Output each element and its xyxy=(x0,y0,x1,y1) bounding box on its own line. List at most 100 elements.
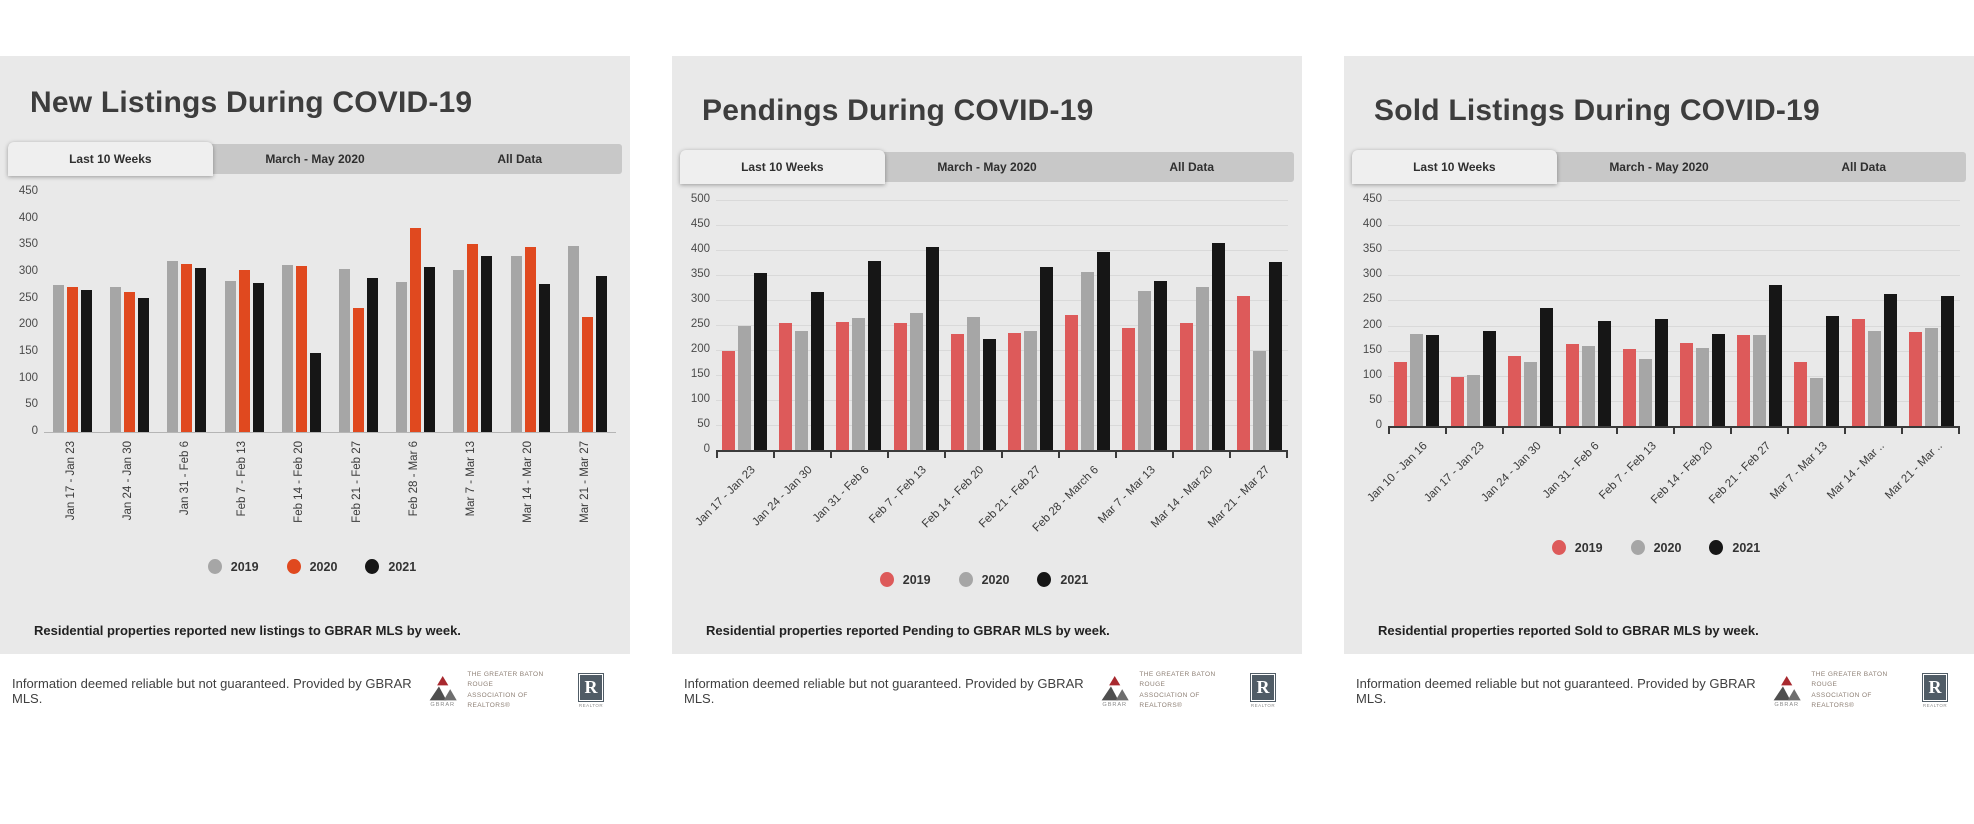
tab-all-data[interactable]: All Data xyxy=(1841,160,1887,174)
bar-2020 xyxy=(181,264,193,432)
bar-2020 xyxy=(1924,328,1938,426)
x-axis-label-cell: Mar 7 - Mar 13 xyxy=(1768,428,1845,524)
bar-group xyxy=(510,246,550,432)
gridline xyxy=(1388,250,1960,252)
bar-2019 xyxy=(567,245,579,432)
bar-chart-pendings: 0 50 100 150 200 250 300 350 400 450 500 Jan 17 - J… xyxy=(680,193,1288,587)
tab-march-may-2020[interactable]: March - May 2020 xyxy=(265,152,365,166)
bar-groups xyxy=(716,200,1288,450)
tab-all-data[interactable]: All Data xyxy=(1169,160,1215,174)
bar-2020 xyxy=(852,317,866,450)
tab-last-10-weeks[interactable]: Last 10 Weeks xyxy=(1352,150,1557,184)
tab-last-10-weeks[interactable]: Last 10 Weeks xyxy=(680,150,885,184)
x-axis-labels: Jan 17 - Jan 23 Jan 24 - Jan 30 Jan 31 - F… xyxy=(44,433,616,543)
bar-2021 xyxy=(367,277,379,432)
y-axis-tick-label: 350 xyxy=(18,238,38,251)
x-axis-label-cell: Jan 24 - Jan 30 xyxy=(1480,428,1559,524)
bar-2020 xyxy=(1810,377,1824,426)
bar-2020 xyxy=(1753,335,1767,426)
gridline xyxy=(1388,375,1960,377)
bar-2021 xyxy=(1540,307,1554,426)
gridline xyxy=(716,375,1288,376)
panel-new-listings: New Listings During COVID-19 Last 10 Wee… xyxy=(0,56,630,654)
bar-2020 xyxy=(1638,358,1652,426)
realtor-logo: R REALTOR xyxy=(1922,673,1948,708)
legend-dot-2021 xyxy=(365,559,380,574)
association-name: The Greater Baton Rouge Association of R… xyxy=(1811,671,1888,710)
bar-2021 xyxy=(81,289,93,432)
bar-2020 xyxy=(124,292,136,432)
bar-2021 xyxy=(1097,251,1111,450)
y-axis-tick-label: 250 xyxy=(1362,293,1382,306)
x-axis-ticks xyxy=(1388,428,1960,434)
bar-group xyxy=(836,260,882,450)
bar-2019 xyxy=(836,322,850,450)
bar-2020 xyxy=(1081,271,1095,450)
x-axis-label-cell: Feb 21 - Feb 27 xyxy=(330,433,387,543)
tab-all-data[interactable]: All Data xyxy=(497,152,543,166)
x-axis-tick xyxy=(1058,452,1060,458)
legend-dot-2019 xyxy=(879,572,894,587)
svg-text:GBRAR: GBRAR xyxy=(430,702,455,708)
x-axis-tick xyxy=(1559,428,1561,434)
bar-2021 xyxy=(138,297,150,432)
y-axis-tick-label: 350 xyxy=(690,268,710,280)
x-axis-label-cell: Mar 21 - Mar .. xyxy=(1883,428,1960,524)
legend-item: 2019 xyxy=(207,559,259,574)
bar-group xyxy=(167,261,207,432)
bar-group xyxy=(1065,251,1111,450)
bar-2021 xyxy=(1268,261,1282,450)
tab-march-may-2020[interactable]: March - May 2020 xyxy=(1609,160,1709,174)
x-axis-tick xyxy=(1001,452,1003,458)
bar-2019 xyxy=(1737,334,1751,426)
bar-2019 xyxy=(722,350,736,450)
legend-label: 2021 xyxy=(388,559,417,574)
bar-group xyxy=(339,268,379,432)
y-axis-tick-label: 0 xyxy=(31,425,38,437)
bar-2021 xyxy=(754,273,768,450)
bar-2019 xyxy=(1508,356,1522,426)
x-axis-label: Feb 14 - Feb 20 xyxy=(293,441,306,523)
legend-item: 2019 xyxy=(879,572,931,587)
legend-label: 2021 xyxy=(1060,572,1089,587)
bar-2019 xyxy=(167,261,179,432)
legend-label: 2019 xyxy=(1574,540,1603,555)
bar-2021 xyxy=(868,260,882,450)
bar-group xyxy=(1680,334,1726,426)
bar-group xyxy=(1394,334,1440,426)
legend-dot-2019 xyxy=(207,559,222,574)
association-name: The Greater Baton Rouge Association of R… xyxy=(467,671,544,710)
y-axis-tick-label: 150 xyxy=(690,368,710,380)
footer-logos: GBRAR The Greater Baton Rouge Associatio… xyxy=(1096,670,1276,712)
y-axis-tick-label: 300 xyxy=(18,265,38,277)
y-axis-tick-label: 450 xyxy=(690,218,710,230)
legend-label: 2019 xyxy=(902,572,931,587)
bar-2019 xyxy=(281,265,293,432)
legend-item: 2020 xyxy=(286,559,337,574)
gridline xyxy=(1388,300,1960,302)
tab-last-10-weeks[interactable]: Last 10 Weeks xyxy=(8,142,213,176)
legend-dot-2020 xyxy=(958,572,973,587)
x-axis-label-cell: Mar 21 - Mar 27 xyxy=(1206,452,1288,556)
bar-group xyxy=(1179,243,1225,450)
bar-group xyxy=(281,265,321,432)
footer: Information deemed reliable but not guar… xyxy=(0,670,1974,712)
bar-2020 xyxy=(581,316,593,432)
tab-march-may-2020[interactable]: March - May 2020 xyxy=(937,160,1037,174)
y-axis-tick-label: 150 xyxy=(18,345,38,357)
y-axis: 0 50 100 150 200 250 300 350 400 450 xyxy=(8,185,44,437)
disclaimer-text: Information deemed reliable but not guar… xyxy=(12,675,412,706)
bar-group xyxy=(1565,320,1611,426)
x-axis-label: Jan 31 - Feb 6 xyxy=(179,441,191,516)
bar-2021 xyxy=(811,291,825,450)
plot-row: 0 50 100 150 200 250 300 350 400 450 500 xyxy=(680,193,1288,458)
y-axis-tick-label: 300 xyxy=(690,293,710,305)
gbrar-mountain-icon: GBRAR xyxy=(1773,675,1801,708)
x-axis-label-cell: Mar 7 - Mar 13 xyxy=(444,433,501,543)
bar-group xyxy=(53,285,93,432)
legend-label: 2019 xyxy=(230,559,259,574)
panel-sold-listings: Sold Listings During COVID-19 Last 10 We… xyxy=(1344,56,1974,654)
bar-group xyxy=(1737,284,1783,426)
bar-2021 xyxy=(1769,284,1783,426)
legend-item: 2020 xyxy=(1630,540,1681,555)
